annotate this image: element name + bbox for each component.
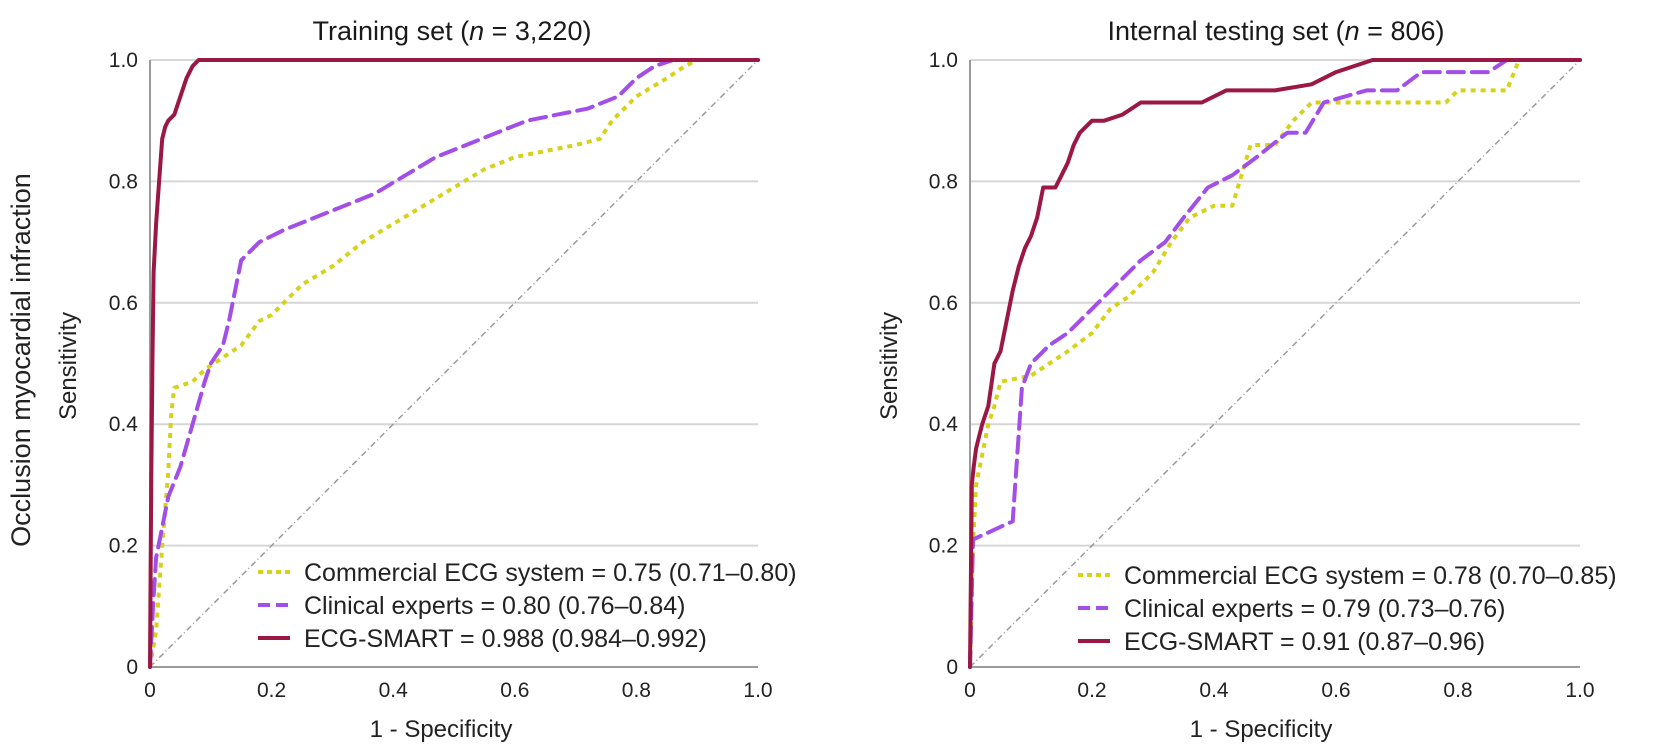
legend-label: Clinical experts = 0.80 (0.76–0.84) xyxy=(304,592,685,620)
x-tick-label: 0.4 xyxy=(1199,679,1229,702)
roc-curve-commercial-ecg-system xyxy=(148,58,758,668)
y-tick-label: 0.8 xyxy=(929,170,958,193)
x-tick-label: 1.0 xyxy=(1565,679,1594,702)
x-axis-label: 1 - Specificity xyxy=(370,716,513,743)
y-axis-label: Sensitivity xyxy=(55,312,82,420)
internal-testing-set-roc-chart: Internal testing set (n = 806) Sensitivi… xyxy=(876,16,1617,743)
legend-label: ECG-SMART = 0.91 (0.87–0.96) xyxy=(1124,628,1485,656)
x-tick-label: 0.8 xyxy=(1443,679,1472,702)
y-tick-label: 0.6 xyxy=(109,292,138,315)
y-tick-label: 0.6 xyxy=(929,292,958,315)
x-tick-label: 0.6 xyxy=(1321,679,1350,702)
y-tick-label: 0.8 xyxy=(109,170,138,193)
roc-curve-clinical-experts xyxy=(148,58,760,669)
chart-title-testing: Internal testing set (n = 806) xyxy=(1108,16,1445,46)
y-tick-label: 0.4 xyxy=(929,413,959,436)
roc-curve-commercial-ecg-system xyxy=(968,58,1580,668)
x-tick-label: 0 xyxy=(144,679,156,702)
legend-label: Clinical experts = 0.79 (0.73–0.76) xyxy=(1124,595,1505,623)
x-tick-label: 0.4 xyxy=(379,679,409,702)
x-axis-label: 1 - Specificity xyxy=(1190,716,1333,743)
x-tick-label: 0.2 xyxy=(1077,679,1106,702)
y-tick-label: 1.0 xyxy=(929,49,958,72)
y-tick-label: 0.4 xyxy=(109,413,139,436)
chart-legend: Commercial ECG system = 0.75 (0.71–0.80)… xyxy=(258,559,797,653)
reference-diagonal xyxy=(149,59,759,668)
y-axis-label: Sensitivity xyxy=(876,312,903,420)
x-tick-label: 0.6 xyxy=(500,679,529,702)
y-tick-label: 0.2 xyxy=(109,535,138,558)
shared-y-axis-label: Occlusion myocardial infraction xyxy=(6,173,36,547)
x-tick-label: 0.2 xyxy=(257,679,286,702)
roc-curve-ecg-smart xyxy=(968,58,1582,669)
legend-label: Commercial ECG system = 0.78 (0.70–0.85) xyxy=(1124,562,1617,590)
y-tick-label: 0 xyxy=(946,656,958,679)
chart-legend: Commercial ECG system = 0.78 (0.70–0.85)… xyxy=(1078,562,1617,656)
training-set-roc-chart: Training set (n = 3,220) Sensitivity 1 -… xyxy=(55,16,797,743)
roc-curve-ecg-smart xyxy=(148,58,760,669)
y-tick-label: 0 xyxy=(126,656,138,679)
reference-diagonal xyxy=(969,59,1581,668)
x-tick-label: 1.0 xyxy=(743,679,772,702)
legend-label: Commercial ECG system = 0.75 (0.71–0.80) xyxy=(304,559,797,587)
roc-curve-clinical-experts xyxy=(968,58,1582,669)
x-tick-label: 0.8 xyxy=(622,679,651,702)
y-tick-label: 0.2 xyxy=(929,535,958,558)
chart-title-training: Training set (n = 3,220) xyxy=(313,16,592,46)
y-tick-label: 1.0 xyxy=(109,49,138,72)
legend-label: ECG-SMART = 0.988 (0.984–0.992) xyxy=(304,625,707,653)
x-tick-label: 0 xyxy=(964,679,976,702)
